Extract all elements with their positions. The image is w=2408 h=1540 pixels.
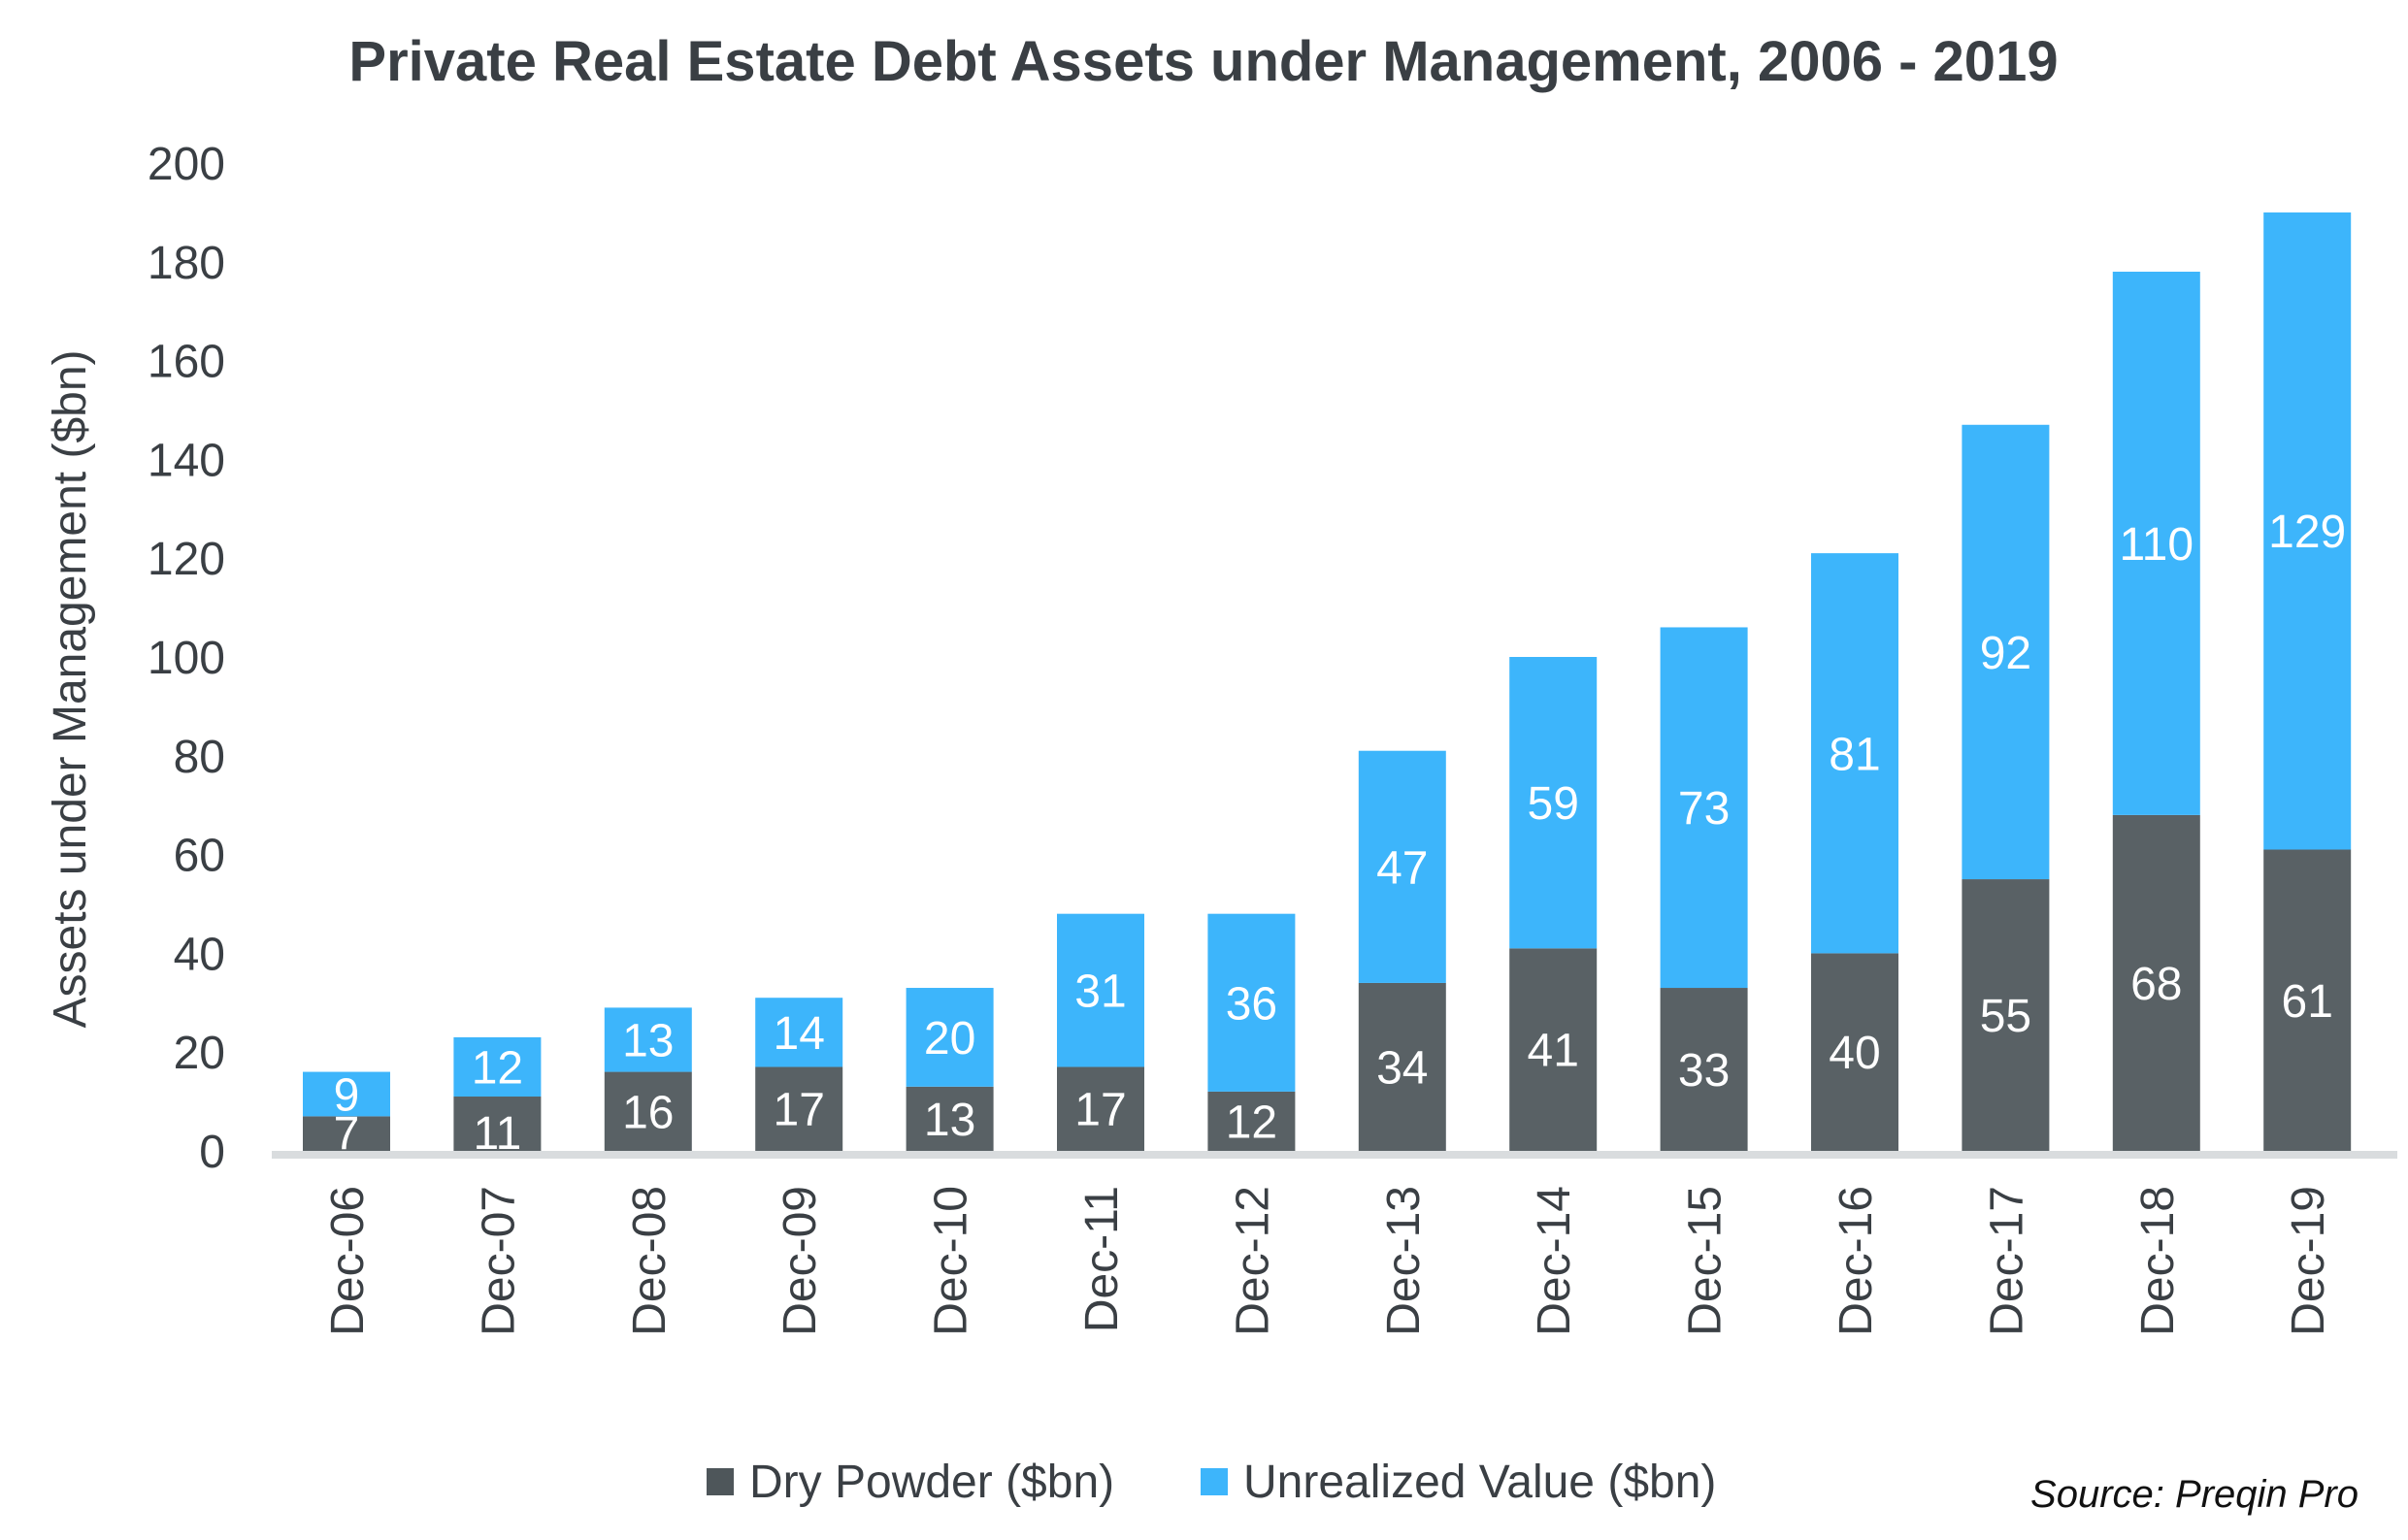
bar-dry-powder (303, 1116, 390, 1151)
bar-unrealized-value (1962, 424, 2050, 880)
data-label-unrealized-value: 20 (924, 1013, 975, 1065)
legend-swatch-dry-powder (707, 1468, 734, 1495)
x-tick-label: Dec-16 (1831, 1186, 1882, 1336)
data-label-dry-powder: 61 (2282, 976, 2333, 1028)
data-label-dry-powder: 40 (1829, 1028, 1880, 1079)
bar-unrealized-value (2112, 271, 2200, 815)
data-label-unrealized-value: 12 (472, 1042, 523, 1094)
bar-unrealized-value (1207, 913, 1296, 1092)
data-label-unrealized-value: 59 (1528, 778, 1579, 830)
bar-unrealized-value (604, 1007, 692, 1072)
data-label-dry-powder: 33 (1678, 1045, 1730, 1097)
y-tick-label: 180 (148, 238, 225, 289)
x-tick-label: Dec-11 (1076, 1186, 1128, 1332)
bar-unrealized-value (1811, 553, 1898, 954)
bar-dry-powder (906, 1086, 994, 1151)
chart-title: Private Real Estate Debt Assets under Ma… (348, 30, 2058, 93)
legend-label-unrealized-value: Unrealized Value ($bn) (1243, 1457, 1716, 1508)
y-tick-label: 60 (174, 831, 225, 882)
data-label-dry-powder: 55 (1980, 991, 2031, 1042)
x-tick-label: Dec-17 (1981, 1186, 2032, 1336)
data-label-unrealized-value: 9 (334, 1069, 360, 1121)
data-label-unrealized-value: 14 (774, 1008, 825, 1060)
data-label-dry-powder: 12 (1226, 1097, 1277, 1148)
data-label-unrealized-value: 129 (2268, 507, 2346, 558)
x-axis: Dec-06 Dec-07 Dec-08 Dec-09 Dec-10 Dec-11 Dec-… (322, 1186, 2334, 1336)
data-label-unrealized-value: 31 (1074, 967, 1126, 1018)
data-label-dry-powder: 68 (2130, 959, 2182, 1010)
data-label-unrealized-value: 13 (622, 1015, 674, 1066)
x-tick-label: Dec-14 (1529, 1186, 1580, 1336)
y-tick-label: 40 (174, 929, 225, 980)
bar-dry-powder (1660, 988, 1748, 1151)
data-label-unrealized-value: 73 (1678, 783, 1730, 835)
bar-unrealized-value (303, 1071, 390, 1117)
x-tick-label: Dec-18 (2132, 1186, 2184, 1336)
data-label-dry-powder: 34 (1376, 1042, 1428, 1094)
bar-unrealized-value (755, 998, 843, 1067)
x-tick-label: Dec-12 (1227, 1186, 1278, 1336)
data-label-unrealized-value: 47 (1376, 842, 1428, 894)
bar-unrealized-value (453, 1036, 542, 1098)
y-tick-label: 100 (148, 633, 225, 684)
bar-dry-powder (1811, 953, 1898, 1151)
bar-unrealized-value (1509, 657, 1598, 949)
x-tick-label: Dec-06 (322, 1186, 374, 1336)
x-tick-label: Dec-13 (1378, 1186, 1430, 1336)
bar-dry-powder (1057, 1066, 1144, 1151)
bar-dry-powder (2263, 849, 2352, 1151)
data-label-dry-powder: 13 (924, 1095, 975, 1146)
bar-dry-powder (604, 1071, 692, 1151)
data-label-unrealized-value: 81 (1829, 729, 1880, 780)
bars-group (303, 212, 2352, 1151)
x-tick-label: Dec-07 (473, 1186, 524, 1336)
y-tick-label: 20 (174, 1028, 225, 1079)
bar-dry-powder (453, 1097, 542, 1151)
x-tick-label: Dec-19 (2283, 1186, 2334, 1336)
bar-unrealized-value (906, 988, 994, 1087)
y-axis: 0 20 40 60 80 100 120 140 160 180 200 (148, 139, 225, 1178)
y-tick-label: 80 (174, 732, 225, 783)
bar-unrealized-value (1660, 627, 1748, 989)
legend: Dry Powder ($bn) Unrealized Value ($bn) (707, 1457, 1716, 1508)
y-tick-label: 160 (148, 337, 225, 388)
y-tick-label: 0 (199, 1127, 225, 1178)
bar-dry-powder (1962, 879, 2050, 1151)
y-tick-label: 200 (148, 139, 225, 190)
data-label-unrealized-value: 110 (2120, 519, 2194, 571)
data-label-dry-powder: 41 (1528, 1026, 1579, 1077)
bar-labels-group: 7911121613171413201731123634474159337340… (334, 507, 2347, 1160)
y-tick-label: 120 (148, 534, 225, 585)
legend-label-dry-powder: Dry Powder ($bn) (749, 1457, 1114, 1508)
x-tick-label: Dec-10 (926, 1186, 977, 1336)
x-tick-label: Dec-15 (1680, 1186, 1732, 1336)
data-label-dry-powder: 17 (774, 1085, 825, 1136)
legend-swatch-unrealized-value (1201, 1468, 1228, 1495)
y-tick-label: 140 (148, 435, 225, 486)
data-label-dry-powder: 17 (1074, 1085, 1126, 1136)
y-axis-title: Assets under Management ($bn) (45, 349, 96, 1028)
data-label-unrealized-value: 36 (1226, 978, 1277, 1030)
bar-unrealized-value (1057, 913, 1144, 1067)
source-note: Source: Preqin Pro (2030, 1473, 2359, 1516)
bar-dry-powder (2112, 814, 2200, 1151)
bar-dry-powder (1358, 982, 1446, 1151)
bar-dry-powder (1207, 1091, 1296, 1151)
x-tick-label: Dec-08 (624, 1186, 676, 1336)
data-label-unrealized-value: 92 (1980, 628, 2031, 679)
bar-dry-powder (755, 1066, 843, 1151)
bar-dry-powder (1509, 948, 1598, 1151)
x-tick-label: Dec-09 (775, 1186, 826, 1336)
bar-unrealized-value (2263, 212, 2352, 850)
bar-unrealized-value (1358, 750, 1446, 983)
data-label-dry-powder: 16 (622, 1087, 674, 1138)
